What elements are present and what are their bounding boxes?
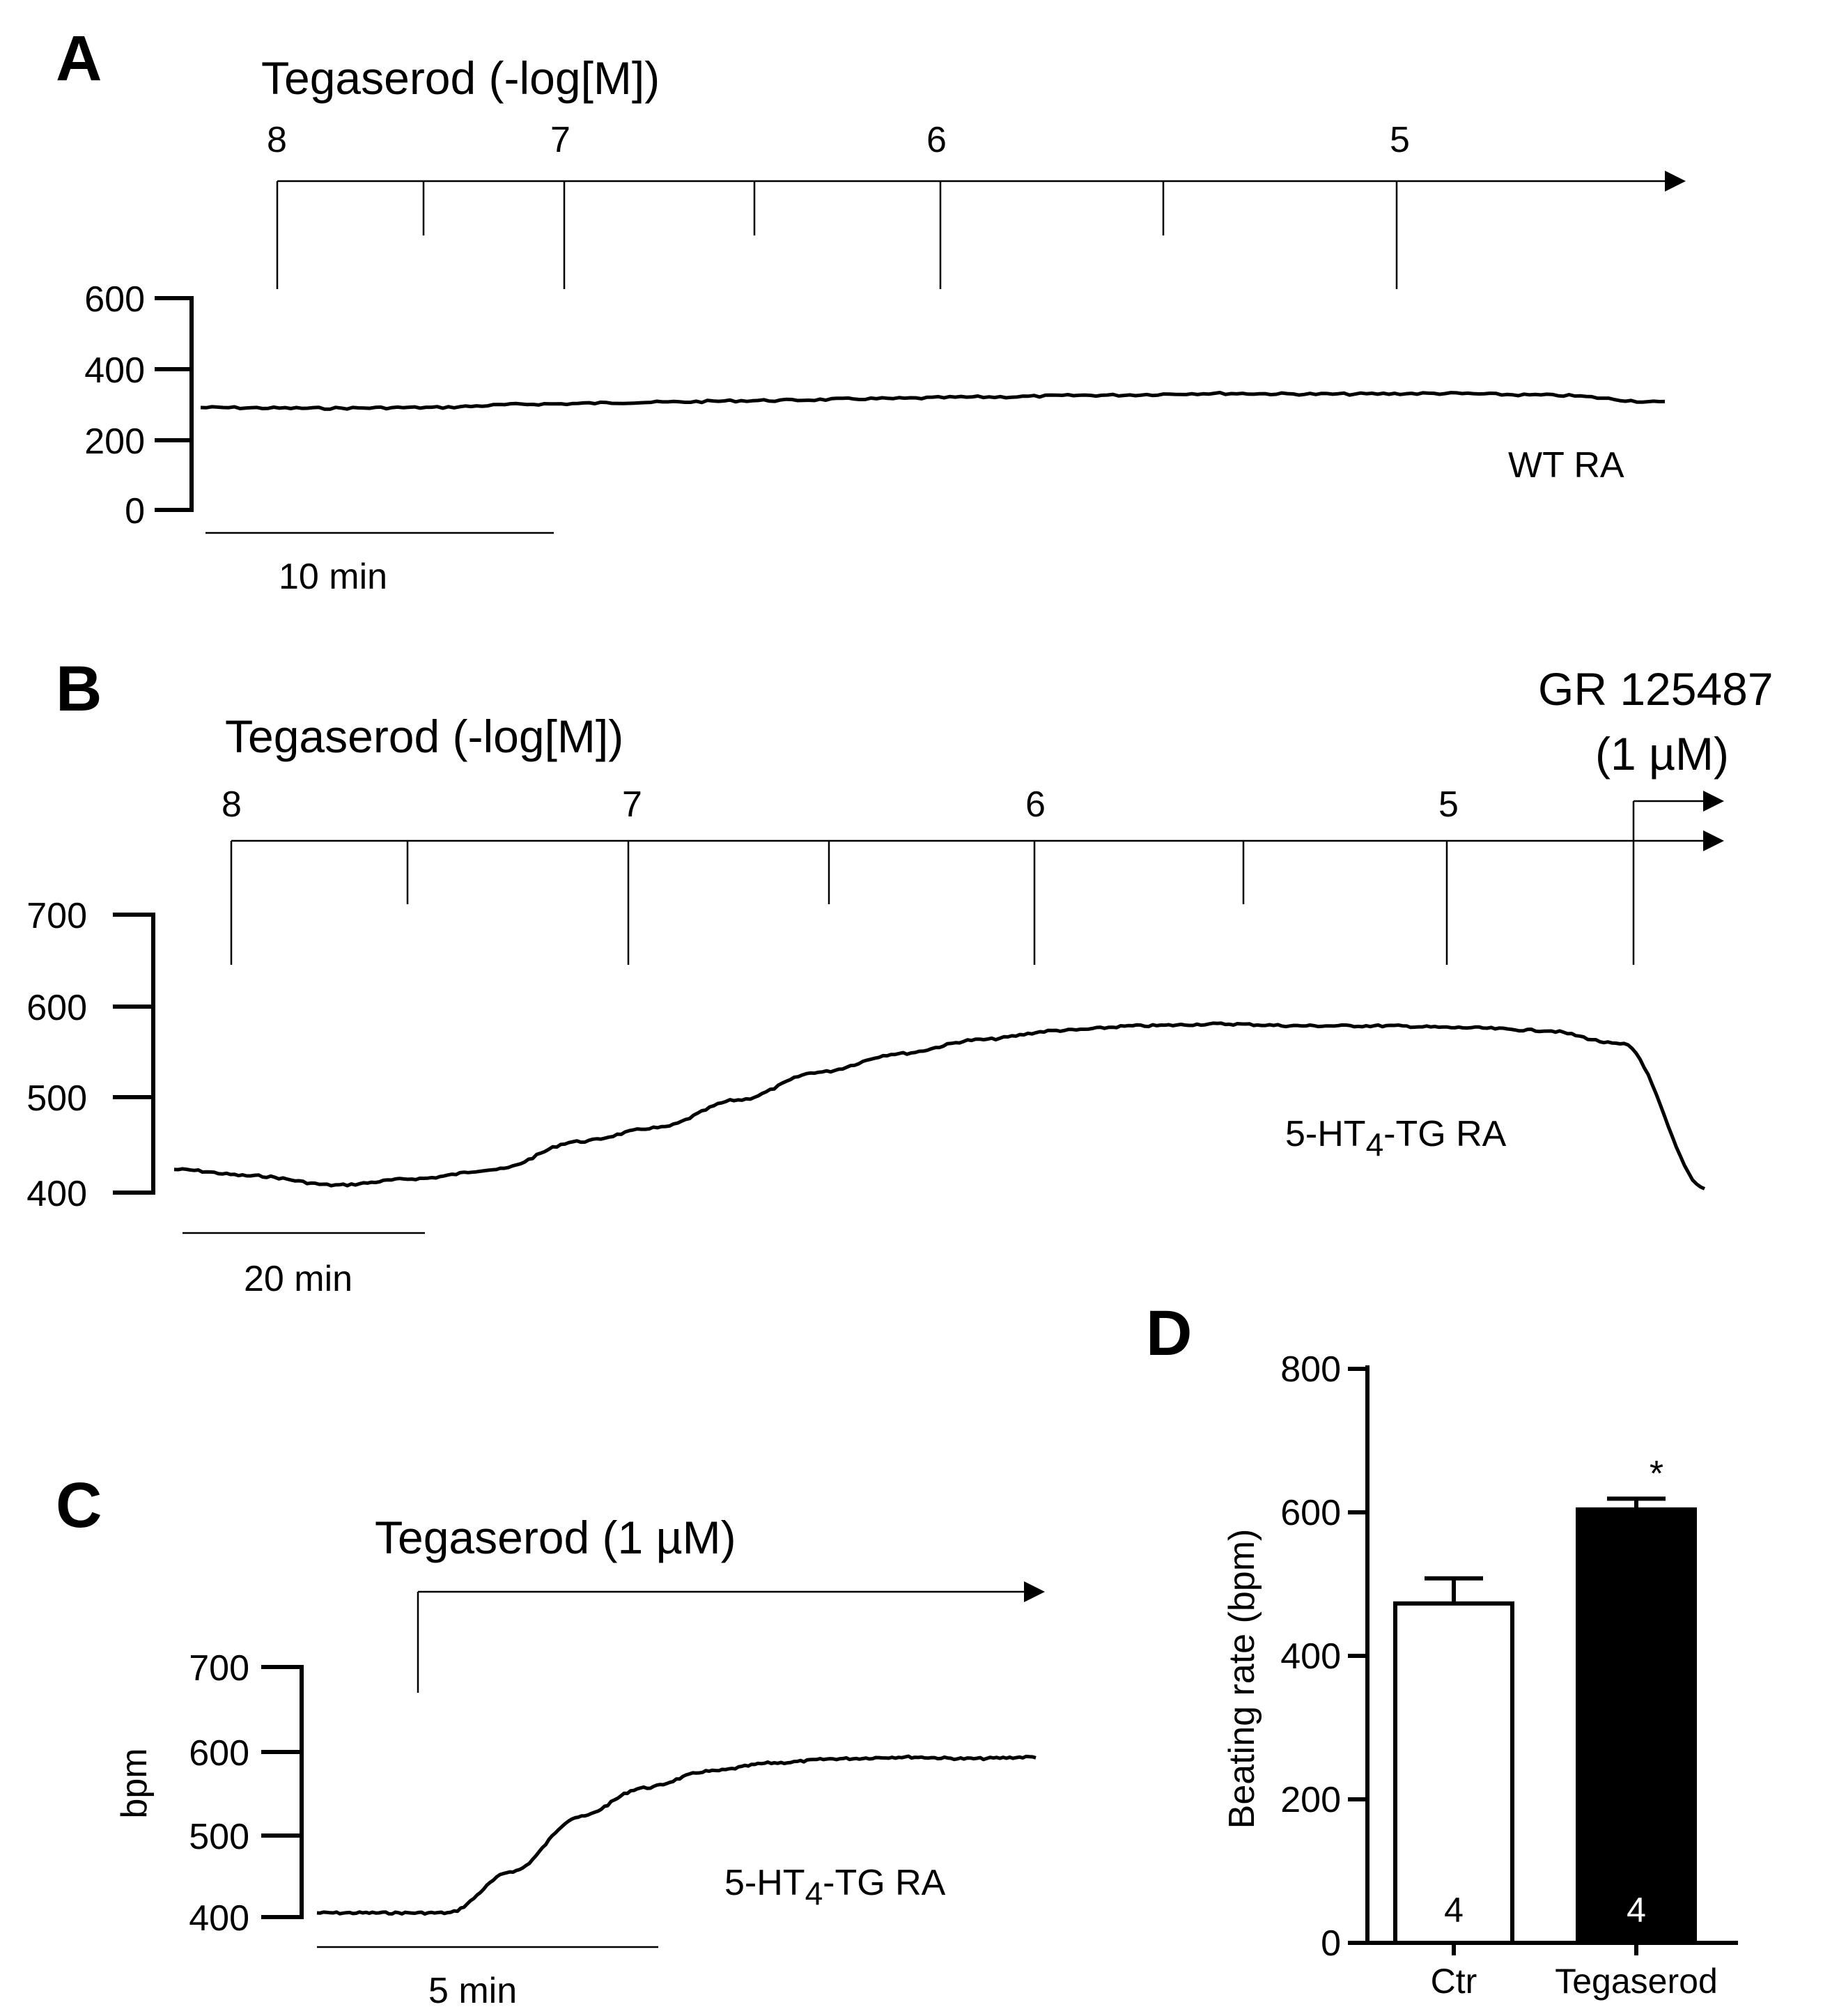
panel-b-conc-6: 6 [1025, 784, 1046, 825]
panel-c-tissue-prefix: 5-HT [724, 1863, 805, 1903]
panel-b-antagonist-conc: (1 µM) [1595, 728, 1729, 780]
panel-a-conc-7: 7 [550, 120, 571, 160]
panel-a-arrowhead [1665, 171, 1686, 192]
panel-b-ytick-label: 700 [26, 896, 87, 936]
panel-d-bar-n: 4 [1627, 1891, 1646, 1930]
panel-c-ytick-label: 700 [189, 1648, 249, 1689]
panel-c-arrowhead [1024, 1581, 1045, 1602]
panel-d-bar-ctr [1393, 1601, 1514, 1946]
panel-c-tissue-sub: 4 [805, 1875, 823, 1912]
panel-b-tissue: 5-HT4-TG RA [1285, 1114, 1507, 1163]
panel-a-conc-5: 5 [1390, 120, 1410, 160]
panel-a-trace [200, 391, 1666, 411]
panel-c-ytick-label: 400 [189, 1898, 249, 1939]
panel-b-drug-label: Tegaserod (-log[M]) [225, 711, 623, 762]
panel-c-ylabel: bpm [114, 1748, 155, 1818]
panel-c-label: C [56, 1470, 102, 1541]
panel-d-y-ticks: 800 600 400 200 0 [1280, 1349, 1367, 1964]
panel-c-tissue: 5-HT4-TG RA [724, 1863, 946, 1912]
panel-b-tissue-suffix: -TG RA [1383, 1114, 1507, 1154]
panel-d-ylabel: Beating rate (bpm) [1222, 1529, 1262, 1829]
panel-b-antagonist-arrowhead [1703, 791, 1724, 812]
panel-b-tissue-sub: 4 [1366, 1126, 1384, 1163]
panel-b: B Tegaserod (-log[M]) GR 125487 (1 µM) 8… [26, 653, 1773, 1299]
panel-d-ytick-label: 800 [1280, 1349, 1341, 1390]
panel-d-ytick-label: 400 [1280, 1636, 1341, 1677]
panel-b-ytick-label: 400 [26, 1174, 87, 1214]
panel-b-antagonist-name: GR 125487 [1538, 663, 1774, 715]
panel-a-ytick-label: 400 [84, 350, 145, 391]
panel-b-trace [173, 1021, 1706, 1191]
panel-b-scale-label: 20 min [244, 1259, 352, 1299]
panel-d-ytick-label: 0 [1321, 1923, 1341, 1964]
panel-d-bar-n: 4 [1444, 1891, 1464, 1930]
panel-a-scale-label: 10 min [279, 557, 387, 597]
panel-a-label: A [56, 23, 102, 94]
panel-b-tissue-prefix: 5-HT [1285, 1114, 1366, 1154]
panel-b-ytick-label: 600 [26, 988, 87, 1028]
panel-a-ytick-label: 0 [125, 491, 145, 532]
panel-c-trace [316, 1754, 1037, 1916]
panel-d-ytick-label: 600 [1280, 1493, 1341, 1533]
panel-b-ytick-label: 500 [26, 1078, 87, 1119]
panel-b-label: B [56, 653, 102, 724]
panel-a-ytick-label: 600 [84, 279, 145, 320]
panel-b-arrowhead [1703, 830, 1724, 851]
panel-a-drug-label: Tegaserod (-log[M]) [261, 52, 660, 104]
panel-b-conc-8: 8 [222, 784, 242, 825]
panel-d-significance: * [1650, 1454, 1663, 1494]
panel-a-conc-8: 8 [267, 120, 287, 160]
panel-c-drug-label: Tegaserod (1 µM) [375, 1512, 736, 1563]
panel-c-ytick-label: 600 [189, 1733, 249, 1774]
panel-b-conc-5: 5 [1438, 784, 1459, 825]
panel-a-ytick-label: 200 [84, 421, 145, 462]
panel-b-conc-7: 7 [622, 784, 642, 825]
panel-d-bar-tegaserod [1576, 1507, 1697, 1945]
panel-c-scale-label: 5 min [428, 1971, 517, 2011]
panel-d-category-label: Ctr [1431, 1962, 1477, 2001]
panel-c: C Tegaserod (1 µM) bpm 700 600 500 400 5… [56, 1470, 1045, 2011]
panel-d-bars: 4 Ctr 4 Tegaserod [1393, 1496, 1718, 2001]
panel-d-category-label: Tegaserod [1555, 1962, 1718, 2001]
panel-d-label: D [1146, 1298, 1192, 1369]
panel-a-conc-6: 6 [926, 120, 947, 160]
panel-d-error-bar [1425, 1576, 1483, 1604]
panel-d-ytick-label: 200 [1280, 1780, 1341, 1820]
panel-a: A Tegaserod (-log[M]) 8 7 6 5 600 400 20… [56, 23, 1686, 597]
panel-c-ytick-label: 500 [189, 1817, 249, 1857]
panel-a-tissue: WT RA [1508, 445, 1624, 486]
panel-c-tissue-suffix: -TG RA [823, 1863, 946, 1903]
